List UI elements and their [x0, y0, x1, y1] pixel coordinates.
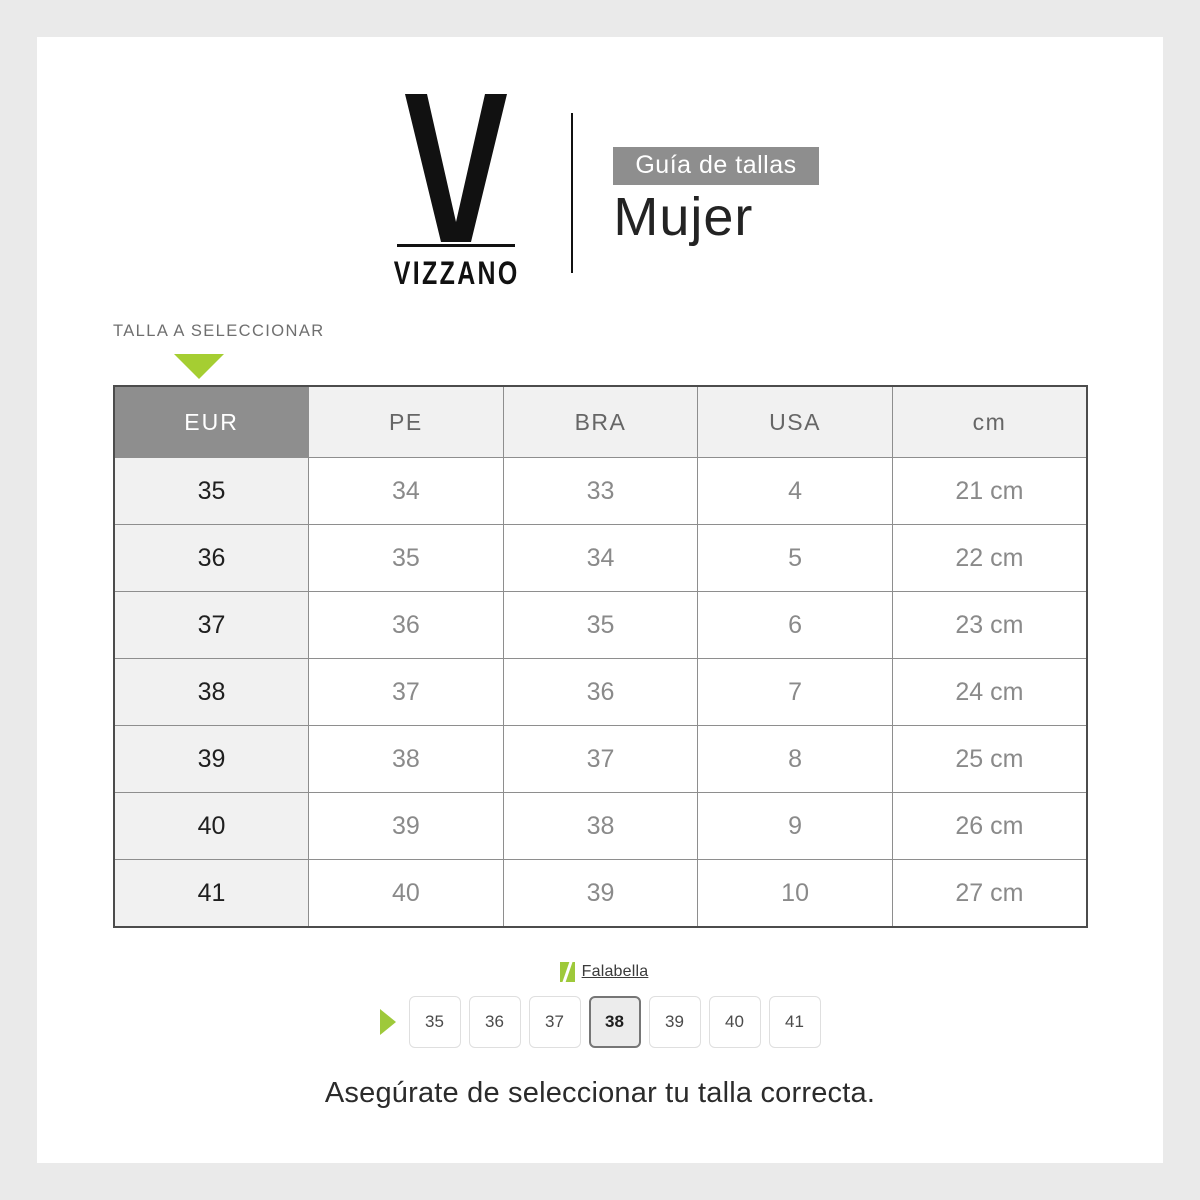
size-option-39[interactable]: 39 [648, 996, 701, 1048]
cell-bra: 38 [502, 792, 699, 860]
cell-usa: 5 [697, 524, 893, 592]
cell-bra: 37 [502, 725, 699, 793]
cell-bra: 33 [502, 457, 699, 525]
table-row: 39 38 37 8 25 cm [113, 725, 1088, 793]
page-kicker: Guía de tallas [613, 147, 819, 186]
cell-pe: 34 [308, 457, 504, 525]
table-head: EUR PE BRA USA cm [113, 385, 1088, 458]
table-row: 36 35 34 5 22 cm [113, 524, 1088, 592]
cell-cm: 24 cm [891, 658, 1088, 726]
column-header-usa: USA [697, 385, 893, 458]
header: VIZZANO Guía de tallas Mujer [37, 85, 1163, 300]
cell-cm: 21 cm [891, 457, 1088, 525]
cell-eur: 40 [113, 792, 310, 860]
table-row: 41 40 39 10 27 cm [113, 859, 1088, 928]
triangle-down-icon [174, 354, 224, 379]
retailer-name[interactable]: Falabella [581, 963, 649, 980]
vizzano-v-logo-icon [405, 93, 508, 242]
footer-note: Asegúrate de seleccionar tu talla correc… [324, 1077, 876, 1109]
cell-pe: 40 [308, 859, 504, 928]
cell-cm: 27 cm [891, 859, 1088, 928]
size-option-41[interactable]: 41 [768, 996, 821, 1048]
brand-logo: VIZZANO [381, 93, 531, 292]
table-row: 38 37 36 7 24 cm [113, 658, 1088, 726]
column-header-bra: BRA [502, 385, 699, 458]
size-option-38[interactable]: 38 [588, 996, 641, 1048]
cell-eur: 39 [113, 725, 310, 793]
cell-eur: 35 [113, 457, 310, 525]
cell-usa: 7 [697, 658, 893, 726]
cell-pe: 39 [308, 792, 504, 860]
select-hint: TALLA A SELECCIONAR [113, 322, 413, 379]
column-header-eur: EUR [113, 385, 310, 458]
table-row: 40 39 38 9 26 cm [113, 792, 1088, 860]
table-row: 35 34 33 4 21 cm [113, 457, 1088, 525]
size-option-36[interactable]: 36 [468, 996, 521, 1048]
title-block: Guía de tallas Mujer [613, 139, 819, 248]
cell-eur: 36 [113, 524, 310, 592]
cell-bra: 39 [502, 859, 699, 928]
cell-usa: 10 [697, 859, 893, 928]
table-body: 35 34 33 4 21 cm 36 35 34 5 22 cm 37 36 … [113, 457, 1088, 928]
size-table-wrap: EUR PE BRA USA cm 35 34 33 4 21 cm 36 35 [113, 385, 1088, 928]
cell-usa: 6 [697, 591, 893, 659]
size-option-40[interactable]: 40 [708, 996, 761, 1048]
brand-rule [397, 243, 516, 247]
column-header-cm: cm [891, 385, 1088, 458]
cell-pe: 36 [308, 591, 504, 659]
cell-eur: 38 [113, 658, 310, 726]
size-picker: 35 36 37 38 39 40 41 [379, 996, 821, 1048]
cell-pe: 38 [308, 725, 504, 793]
cell-cm: 26 cm [891, 792, 1088, 860]
cell-bra: 34 [502, 524, 699, 592]
cell-usa: 8 [697, 725, 893, 793]
table-row: 37 36 35 6 23 cm [113, 591, 1088, 659]
cell-bra: 36 [502, 658, 699, 726]
page-title: Mujer [613, 187, 754, 248]
triangle-right-icon [379, 1009, 396, 1035]
cell-eur: 37 [113, 591, 310, 659]
retailer-logo[interactable]: Falabella [559, 962, 649, 982]
header-divider [571, 112, 574, 273]
table-header-row: EUR PE BRA USA cm [113, 385, 1088, 458]
cell-cm: 23 cm [891, 591, 1088, 659]
cell-cm: 22 cm [891, 524, 1088, 592]
cell-pe: 35 [308, 524, 504, 592]
cell-eur: 41 [113, 859, 310, 928]
size-guide-card: VIZZANO Guía de tallas Mujer TALLA A SEL… [37, 37, 1163, 1163]
brand-name: VIZZANO [393, 254, 520, 291]
falabella-slash-icon [559, 962, 575, 982]
column-header-pe: PE [308, 385, 504, 458]
cell-usa: 9 [697, 792, 893, 860]
cell-cm: 25 cm [891, 725, 1088, 793]
select-hint-label: TALLA A SELECCIONAR [113, 322, 325, 340]
size-conversion-table: EUR PE BRA USA cm 35 34 33 4 21 cm 36 35 [113, 385, 1088, 928]
size-option-35[interactable]: 35 [408, 996, 461, 1048]
cell-bra: 35 [502, 591, 699, 659]
cell-usa: 4 [697, 457, 893, 525]
cell-pe: 37 [308, 658, 504, 726]
retailer-size-picker-block: Falabella 35 36 37 38 39 40 41 [37, 962, 1163, 1048]
size-option-37[interactable]: 37 [528, 996, 581, 1048]
